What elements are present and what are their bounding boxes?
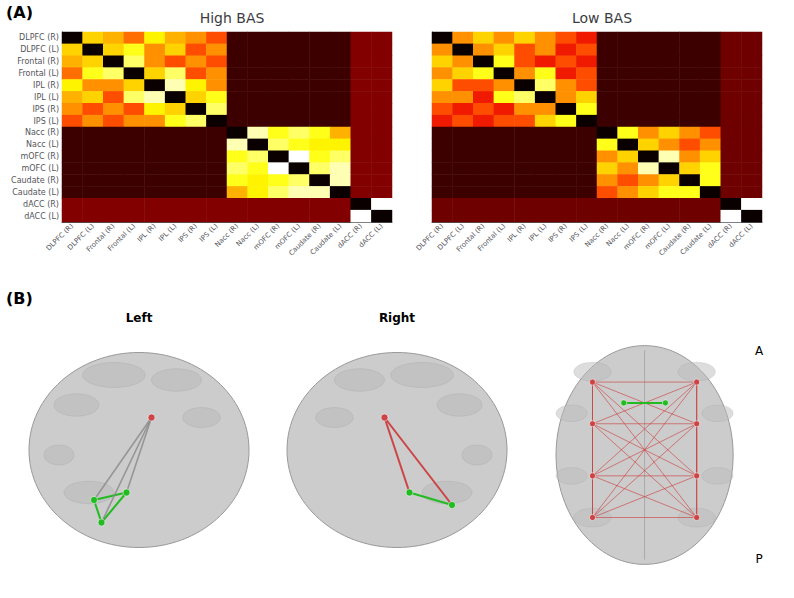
svg-text:DLPFC (L): DLPFC (L) [20, 45, 59, 54]
svg-text:(A): (A) [6, 3, 33, 22]
svg-text:DLPFC (L): DLPFC (L) [66, 222, 96, 252]
svg-text:IPS (L): IPS (L) [568, 222, 590, 244]
svg-text:Caudate (R): Caudate (R) [11, 176, 59, 185]
svg-text:Caudate (R): Caudate (R) [657, 222, 693, 258]
svg-text:P: P [756, 552, 763, 566]
svg-text:Right: Right [379, 311, 415, 325]
svg-text:dACC (L): dACC (L) [357, 222, 384, 249]
svg-text:IPL (R): IPL (R) [33, 81, 59, 90]
svg-text:IPS (R): IPS (R) [32, 105, 59, 114]
svg-text:DLPFC (R): DLPFC (R) [44, 222, 76, 253]
svg-text:DLPFC (L): DLPFC (L) [436, 222, 466, 252]
svg-text:mOFC (L): mOFC (L) [273, 222, 302, 251]
svg-text:Frontal (L): Frontal (L) [18, 69, 59, 78]
svg-text:Frontal (R): Frontal (R) [85, 222, 117, 254]
svg-text:A: A [755, 344, 764, 358]
svg-text:dACC (R): dACC (R) [336, 222, 364, 250]
svg-text:IPL (L): IPL (L) [157, 222, 178, 243]
svg-text:Nacc (L): Nacc (L) [234, 222, 261, 249]
svg-text:Caudate (L): Caudate (L) [679, 222, 714, 257]
svg-text:dACC (R): dACC (R) [23, 200, 59, 209]
svg-text:dACC (L): dACC (L) [727, 222, 754, 249]
svg-text:Caudate (L): Caudate (L) [309, 222, 344, 257]
svg-text:Left: Left [126, 311, 153, 325]
svg-text:Frontal (L): Frontal (L) [476, 222, 507, 253]
svg-text:Frontal (L): Frontal (L) [106, 222, 137, 253]
svg-text:DLPFC (R): DLPFC (R) [414, 222, 446, 253]
svg-text:IPS (L): IPS (L) [198, 222, 220, 244]
svg-text:mOFC (R): mOFC (R) [621, 222, 652, 252]
svg-text:IPL (L): IPL (L) [527, 222, 548, 243]
svg-text:(B): (B) [6, 289, 33, 308]
svg-text:mOFC (L): mOFC (L) [21, 164, 59, 173]
svg-text:High BAS: High BAS [200, 10, 265, 26]
svg-text:dACC (L): dACC (L) [24, 212, 59, 221]
svg-text:mOFC (L): mOFC (L) [643, 222, 672, 251]
svg-text:IPS (R): IPS (R) [547, 222, 569, 244]
svg-text:Low BAS: Low BAS [572, 10, 632, 26]
svg-text:Caudate (L): Caudate (L) [12, 188, 59, 197]
svg-text:IPL (R): IPL (R) [506, 222, 528, 244]
svg-text:IPS (R): IPS (R) [177, 222, 199, 244]
svg-text:mOFC (R): mOFC (R) [251, 222, 282, 252]
svg-text:Frontal (R): Frontal (R) [455, 222, 487, 254]
svg-text:DLPFC (R): DLPFC (R) [19, 33, 59, 42]
svg-text:IPL (L): IPL (L) [34, 93, 59, 102]
svg-text:IPS (L): IPS (L) [33, 117, 59, 126]
svg-text:IPL (R): IPL (R) [136, 222, 158, 244]
svg-text:Nacc (R): Nacc (R) [213, 222, 241, 249]
svg-text:Nacc (R): Nacc (R) [25, 128, 59, 137]
svg-text:Nacc (R): Nacc (R) [583, 222, 611, 249]
svg-text:Nacc (L): Nacc (L) [26, 140, 59, 149]
svg-text:dACC (R): dACC (R) [706, 222, 734, 250]
svg-text:Caudate (R): Caudate (R) [287, 222, 323, 258]
svg-text:mOFC (R): mOFC (R) [20, 152, 59, 161]
svg-text:Nacc (L): Nacc (L) [604, 222, 631, 249]
svg-text:Frontal (R): Frontal (R) [17, 57, 59, 66]
